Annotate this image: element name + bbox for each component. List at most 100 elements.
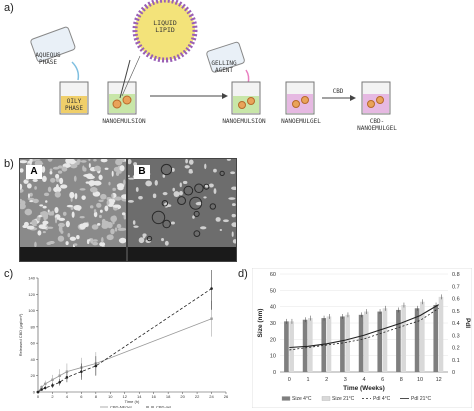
- x-axis-label: Time (h): [125, 399, 140, 404]
- stability-chart: 0 10 20 30 40 50 60 0 0.1 0.2 0.3 0.4 0.5 0.6 0.7 0.8 0 1…: [252, 268, 472, 408]
- schematic-drawing: [30, 0, 391, 115]
- series-line-1: [37, 288, 212, 393]
- sem-particle: [44, 212, 49, 220]
- sem-particle: [184, 165, 190, 169]
- bar: [433, 305, 439, 372]
- sem-particle: [82, 165, 85, 172]
- sem-particle: [182, 180, 188, 185]
- sem-particle: [20, 203, 26, 210]
- y-tick-label: 40: [270, 305, 276, 311]
- sem-particle: [54, 217, 58, 224]
- sem-particle: [47, 186, 52, 193]
- sem-particle: [54, 206, 59, 214]
- pdi-line-0: [289, 307, 439, 351]
- x-tick-label: 0: [37, 394, 40, 399]
- sem-particle: [113, 166, 121, 172]
- sem-particle: [73, 175, 77, 182]
- data-point: [65, 376, 69, 379]
- x-tick-label: 24: [209, 394, 214, 399]
- sem-particle: [52, 166, 60, 170]
- panel-d-letter: d): [238, 268, 248, 280]
- x-tick-label: 14: [137, 394, 142, 399]
- sem-particle: [119, 165, 125, 172]
- x-tick-label: 26: [224, 394, 229, 399]
- aqueous-phase-label: AQUEOUS PHASE: [35, 52, 61, 66]
- series-line-0: [37, 318, 212, 393]
- sem-particle: [47, 159, 53, 162]
- data-point: [210, 317, 213, 320]
- bar: [420, 301, 425, 372]
- x-tick-label: 6: [381, 377, 384, 383]
- sem-particle: [101, 220, 110, 228]
- sem-particle: [208, 183, 214, 188]
- data-point: [65, 370, 69, 373]
- sem-particle: [69, 191, 75, 199]
- sem-particle: [38, 214, 42, 218]
- sem-particle: [112, 187, 116, 191]
- schematic-panel: AQUEOUS PHASE OILY PHASE LIQUID LIPID GE…: [0, 0, 474, 160]
- x-tick-label: 18: [166, 394, 171, 399]
- sem-particle: [204, 184, 209, 188]
- sem-particle: [100, 159, 108, 163]
- sem-particle: [185, 159, 188, 164]
- y-tick-label: 0: [273, 370, 276, 376]
- sem-particle: [26, 225, 35, 230]
- sem-particle: [171, 167, 175, 172]
- nanoemulsion-beaker: [231, 81, 261, 115]
- sem-particle: [20, 188, 24, 193]
- bar: [345, 314, 350, 372]
- sem-particle: [47, 226, 54, 229]
- sem-vesicle: [161, 200, 169, 207]
- nanoemulsion-label-2: NANOEMULSION: [222, 118, 266, 125]
- bar: [340, 316, 345, 372]
- sem-particle: [104, 167, 109, 170]
- sem-particle: [213, 168, 217, 173]
- legend-swatch: [321, 396, 331, 401]
- sem-particle: [61, 166, 68, 172]
- sem-particle: [116, 223, 122, 229]
- sem-particle: [128, 177, 135, 180]
- sem-particle: [45, 200, 48, 203]
- x-axis-label: Time (Weeks): [343, 385, 385, 392]
- sem-particle: [54, 191, 61, 198]
- sem-image-a-tag: A: [26, 165, 42, 179]
- sem-particle: [67, 232, 71, 238]
- sem-particle: [228, 197, 236, 200]
- sem-particle: [57, 170, 63, 174]
- sem-particle: [42, 205, 47, 209]
- y-tick-label: 120: [28, 292, 35, 297]
- sem-vesicle: [177, 196, 187, 206]
- sem-particle: [58, 217, 66, 221]
- sem-particle: [34, 241, 37, 248]
- sem-particle: [89, 187, 98, 193]
- legend-label: PdI 21°C: [411, 396, 431, 402]
- sem-particle: [232, 239, 236, 244]
- sem-particle: [86, 175, 95, 180]
- sem-particle: [197, 201, 203, 205]
- sem-particle: [93, 211, 98, 218]
- panel-c-letter: c): [4, 268, 14, 280]
- sem-particle: [120, 159, 125, 162]
- sem-particle: [114, 227, 118, 232]
- sem-particle: [86, 239, 90, 245]
- sem-particle: [32, 178, 38, 183]
- bar: [308, 318, 313, 372]
- sem-particle: [145, 180, 152, 187]
- sem-image-b-tag: B: [134, 165, 150, 179]
- y2-axis-label: PdI: [464, 318, 471, 328]
- sem-particle: [132, 220, 136, 225]
- sem-particle: [107, 198, 116, 204]
- sem-particle: [123, 214, 126, 220]
- sem-particle: [20, 198, 23, 204]
- data-point: [58, 380, 61, 384]
- sem-image-a-infobar: [20, 247, 126, 261]
- sem-particle: [47, 211, 54, 216]
- y-tick-label: 10: [270, 354, 276, 360]
- y2-tick-label: 0.8: [452, 272, 460, 278]
- sem-particle: [59, 177, 64, 185]
- oily-phase-beaker: [59, 81, 89, 115]
- sem-particle: [200, 226, 207, 230]
- y2-tick-label: 0.7: [452, 284, 460, 290]
- sem-particle: [98, 199, 104, 202]
- sem-particle: [66, 204, 74, 208]
